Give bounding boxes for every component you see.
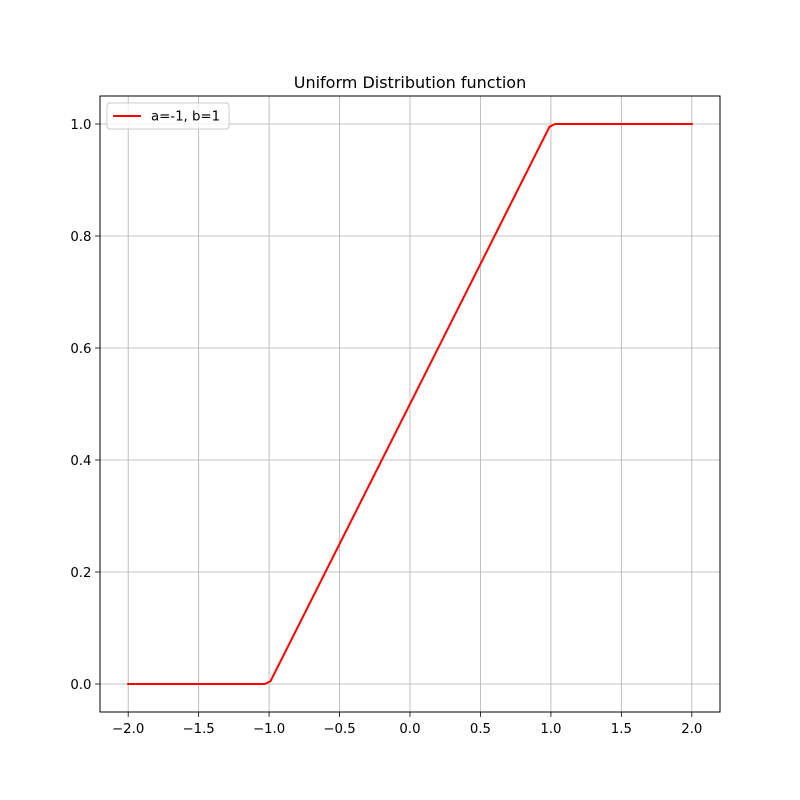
x-tick-label: 0.5 [470, 722, 491, 737]
x-tick-label: 1.5 [611, 722, 632, 737]
x-axis: −2.0 −1.5 −1.0 −0.5 0.0 0.5 1.0 1.5 2.0 [112, 712, 702, 737]
series-line [127, 123, 693, 685]
y-tick-label: 0.8 [70, 230, 91, 245]
x-tick-label: −2.0 [112, 722, 144, 737]
y-tick-label: 0.2 [70, 566, 91, 581]
y-tick-label: 1.0 [70, 118, 91, 133]
y-axis: 0.0 0.2 0.4 0.6 0.8 1.0 [70, 118, 100, 693]
y-tick-label: 0.4 [70, 454, 91, 469]
x-tick-label: 2.0 [681, 722, 702, 737]
y-tick-label: 0.0 [70, 678, 91, 693]
series-layer [127, 123, 693, 685]
grid [100, 96, 720, 712]
x-tick-label: −1.0 [253, 722, 285, 737]
legend-label: a=-1, b=1 [151, 110, 220, 125]
y-tick-label: 0.6 [70, 342, 91, 357]
x-tick-label: 1.0 [540, 722, 561, 737]
legend: a=-1, b=1 [106, 102, 230, 130]
legend-box [106, 102, 230, 130]
x-tick-label: 0.0 [399, 722, 420, 737]
x-tick-label: −1.5 [182, 722, 214, 737]
chart-title: Uniform Distribution function [294, 73, 526, 92]
x-tick-label: −0.5 [323, 722, 355, 737]
